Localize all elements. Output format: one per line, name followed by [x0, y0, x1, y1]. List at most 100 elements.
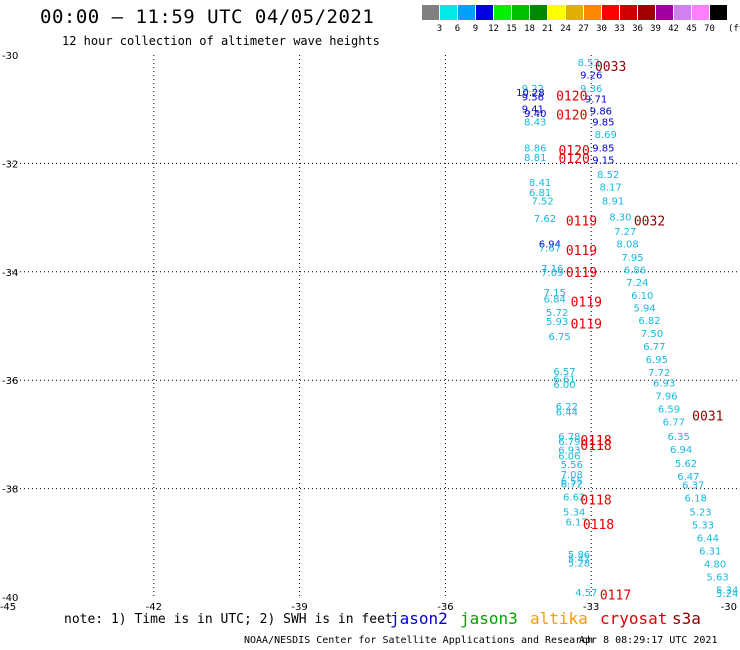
wave-height-label: 8.86	[524, 143, 546, 154]
page-subtitle: 12 hour collection of altimeter wave hei…	[62, 34, 380, 48]
color-scale-swatch	[422, 5, 439, 20]
color-scale-swatch	[476, 5, 493, 20]
wave-height-label: 6.31	[699, 547, 721, 558]
color-scale-swatch	[674, 5, 691, 20]
wave-height-label: 6.37	[682, 481, 704, 492]
wave-height-label: 8.43	[524, 117, 546, 128]
wave-height-label: 7.96	[655, 392, 677, 403]
wave-height-label: 6.59	[658, 405, 680, 416]
lon-tick-label: -30	[721, 602, 737, 612]
wave-height-label: 9.15	[592, 155, 614, 166]
color-scale-swatch	[494, 5, 511, 20]
pass-time-label: 0120	[556, 90, 587, 105]
wave-height-label: 7.16	[541, 264, 563, 275]
lat-tick-label: -38	[2, 485, 18, 496]
wave-height-label: 5.63	[706, 573, 728, 584]
wave-height-label: 6.44	[697, 534, 719, 545]
page-title: 00:00 – 11:59 UTC 04/05/2021	[40, 6, 375, 28]
color-scale-label: 12	[488, 24, 499, 34]
wave-height-label: 8.53	[578, 58, 600, 69]
pass-time-label: 0118	[580, 434, 611, 449]
color-scale-label: 33	[614, 24, 625, 34]
wave-height-label: 6.57	[553, 367, 575, 378]
wave-height-label: 8.91	[602, 197, 624, 208]
lon-tick-label: -39	[291, 602, 307, 612]
color-scale-swatch	[440, 5, 457, 20]
color-scale-label: 24	[560, 24, 571, 34]
wave-height-label: 9.85	[592, 117, 614, 128]
wave-height-label: 6.47	[677, 472, 699, 483]
color-scale-label: 6	[454, 24, 461, 34]
satellite-legend-jason3: jason3	[460, 609, 518, 628]
pass-time-label: 0119	[566, 214, 597, 229]
pass-time-label: 0118	[580, 439, 611, 454]
pass-time-label: 0031	[692, 409, 723, 424]
color-scale-swatch	[530, 5, 547, 20]
color-scale-swatch	[458, 5, 475, 20]
wave-height-label: 6.17	[565, 517, 587, 528]
wave-height-label: 6.84	[544, 295, 566, 306]
wave-height-label: 6.86	[624, 265, 646, 276]
wave-height-label: 6.94	[670, 445, 692, 456]
wave-height-label: 9.85	[592, 143, 614, 154]
lat-tick-label: -30	[2, 51, 18, 62]
wave-height-label: 6.77	[663, 418, 685, 429]
pass-time-label: 0117	[600, 588, 631, 603]
wave-height-label: 6.22	[556, 402, 578, 413]
wave-height-label: 5.23	[689, 508, 711, 519]
lon-tick-label: -36	[437, 602, 453, 612]
color-scale-label: 3	[436, 24, 443, 34]
wave-height-label: 8.52	[597, 170, 619, 181]
wave-height-label: 9.86	[590, 107, 612, 118]
lat-tick-label: -36	[2, 376, 18, 387]
wave-height-label: 6.10	[631, 291, 653, 302]
color-scale-label: 27	[578, 24, 589, 34]
wave-height-label: 7.24	[626, 278, 648, 289]
pass-time-label: 0032	[634, 214, 665, 229]
wave-height-label: 6.62	[563, 493, 585, 504]
wave-height-label: 7.50	[641, 329, 663, 340]
wave-height-label: 6.94	[539, 239, 561, 250]
color-scale-swatch	[692, 5, 709, 20]
lat-tick-label: -34	[2, 268, 18, 279]
satellite-legend-s3a: s3a	[672, 609, 701, 628]
wave-height-label: 6.06	[558, 451, 580, 462]
wave-height-label: 5.34	[716, 586, 738, 597]
wave-height-label: 9.71	[585, 95, 607, 106]
wave-height-label: 7.09	[541, 268, 563, 279]
wave-height-label: 6.44	[556, 407, 578, 418]
pass-time-label: 0120	[559, 144, 590, 159]
wave-height-label: 9.41	[522, 104, 544, 115]
wave-height-label: 8.30	[609, 212, 631, 223]
color-scale-swatch	[602, 5, 619, 20]
color-scale-swatch	[710, 5, 727, 20]
color-scale-swatch	[656, 5, 673, 20]
lon-tick-label: -45	[0, 602, 16, 612]
pass-time-label: 0033	[595, 60, 626, 75]
wave-height-label: 5.94	[634, 303, 656, 314]
wave-height-label: 7.52	[531, 197, 553, 208]
wave-height-label: 6.00	[553, 380, 575, 391]
wave-height-label: 5.24	[716, 589, 738, 600]
wave-height-label: 6.81	[529, 188, 551, 199]
satellite-legend-jason2: jason2	[390, 609, 448, 628]
color-scale-label: 18	[524, 24, 535, 34]
wave-height-label: 7.67	[539, 244, 561, 255]
wave-height-map: -45 -42 -39 -36 -33 -30 -30 -32 -34 -36 -38 -40 8.53…	[0, 51, 738, 612]
pass-time-label: 0120	[556, 109, 587, 124]
lon-tick-label: -42	[146, 602, 162, 612]
wave-height-label: 4.57	[575, 588, 597, 599]
pass-time-label: 0118	[583, 518, 614, 533]
wave-height-label: 6.78	[558, 432, 580, 443]
scale-unit-label: (ft)	[728, 24, 740, 34]
wave-height-label: 5.56	[561, 460, 583, 471]
color-scale-label: 70	[704, 24, 715, 34]
color-scale-swatch	[512, 5, 529, 20]
wave-height-label: 5.28	[568, 559, 590, 570]
color-scale-label: 36	[632, 24, 643, 34]
satellite-legend-cryosat: cryosat	[600, 609, 668, 628]
wave-height-label: 7.62	[534, 214, 556, 225]
wave-height-label: 5.72	[546, 308, 568, 319]
color-scale-label: 42	[668, 24, 679, 34]
